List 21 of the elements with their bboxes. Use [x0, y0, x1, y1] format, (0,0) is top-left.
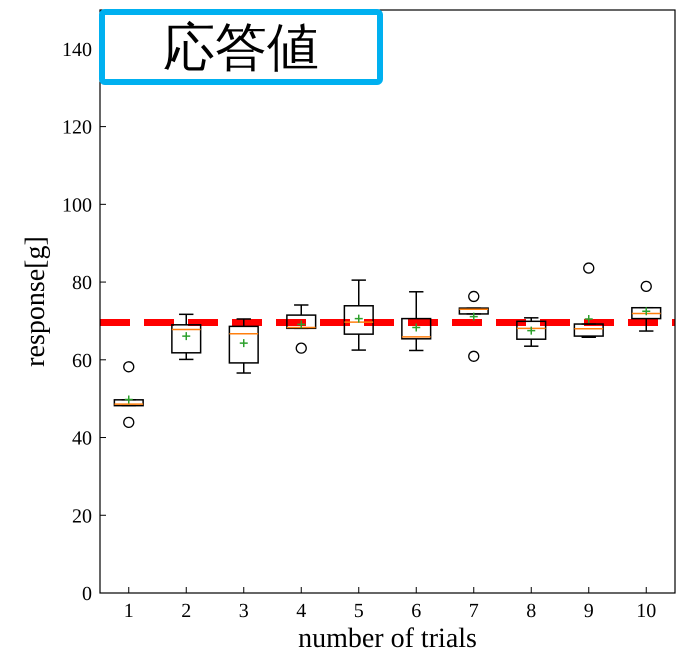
x-axis-title: number of trials — [298, 623, 477, 654]
y-tick-label: 20 — [72, 505, 92, 528]
y-tick-label: 120 — [62, 116, 92, 139]
x-tick-label: 5 — [354, 600, 364, 622]
y-tick-label: 100 — [62, 194, 92, 216]
x-tick-label: 9 — [584, 600, 594, 622]
x-tick-label: 1 — [124, 600, 134, 622]
chart-title: 応答値 — [163, 18, 319, 78]
y-tick-label: 80 — [72, 272, 92, 294]
y-axis-title: response[g] — [20, 236, 51, 367]
y-tick-label: 60 — [72, 350, 92, 372]
y-tick-label: 0 — [82, 583, 92, 605]
x-tick-label: 8 — [526, 600, 536, 622]
x-tick-label: 7 — [468, 600, 479, 622]
y-tick-label: 140 — [62, 38, 92, 61]
x-tick-label: 10 — [636, 600, 656, 622]
x-tick-label: 2 — [181, 600, 192, 622]
x-tick-label: 3 — [238, 600, 249, 622]
y-tick-label: 40 — [72, 428, 92, 450]
x-tick-label: 4 — [296, 600, 306, 622]
x-tick-label: 6 — [411, 600, 422, 622]
